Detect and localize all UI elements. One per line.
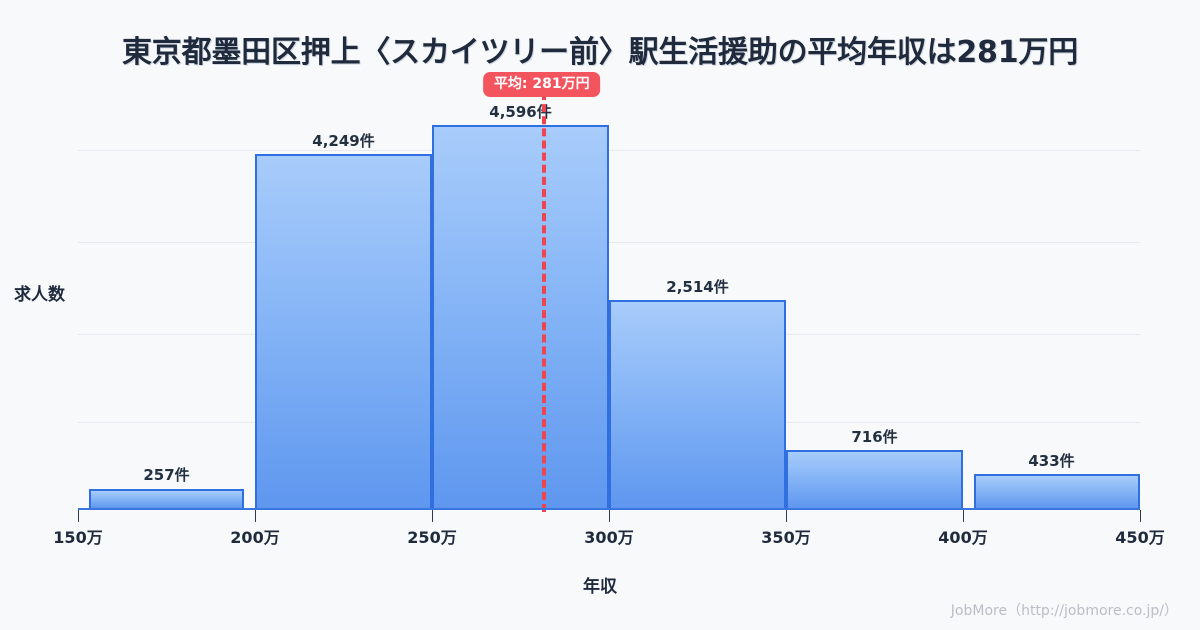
y-axis-label: 求人数 [14, 285, 65, 305]
bar[interactable] [974, 473, 1140, 510]
bar-value-label: 257件 [143, 466, 190, 485]
bar-value-label: 4,249件 [312, 132, 375, 151]
bar[interactable] [89, 488, 244, 510]
bar[interactable] [432, 125, 609, 510]
x-axis-tick [432, 510, 433, 522]
x-axis-tick [255, 510, 256, 522]
bar-value-label: 4,596件 [489, 103, 552, 122]
x-axis-tick [786, 510, 787, 522]
plot-area: 257件 4,249件 4,596件 2,514件 716件 433件 平均: 281万円 [78, 72, 1140, 512]
x-axis: 150万 200万 250万 300万 350万 400万 450万 [53, 510, 1165, 550]
gridline [78, 150, 1140, 152]
x-axis-tick-label: 300万 [584, 528, 634, 547]
bar[interactable] [255, 154, 432, 510]
average-line [541, 92, 546, 512]
x-axis-tick [78, 510, 79, 522]
bar-value-label: 433件 [1028, 451, 1075, 470]
x-axis-label: 年収 [583, 577, 617, 597]
x-axis-tick-label: 400万 [938, 528, 988, 547]
average-badge: 平均: 281万円 [482, 72, 601, 97]
bar-value-label: 2,514件 [666, 277, 729, 296]
x-axis-tick [609, 510, 610, 522]
gridline [78, 242, 1140, 244]
x-axis-tick-label: 350万 [761, 528, 811, 547]
x-axis-tick [1140, 510, 1141, 522]
page-title: 東京都墨田区押上〈スカイツリー前〉駅生活援助の平均年収は281万円 [121, 35, 1079, 70]
x-axis-tick [963, 510, 964, 522]
x-axis-tick-label: 450万 [1115, 528, 1165, 547]
axis-baseline [78, 508, 1140, 510]
watermark: JobMore（http://jobmore.co.jp/） [950, 603, 1178, 619]
x-axis-tick-label: 200万 [230, 528, 280, 547]
bar[interactable] [786, 450, 963, 510]
bar-value-label: 716件 [851, 428, 898, 447]
x-axis-tick-label: 250万 [407, 528, 457, 547]
x-axis-tick-label: 150万 [53, 528, 103, 547]
bar[interactable] [609, 299, 786, 510]
